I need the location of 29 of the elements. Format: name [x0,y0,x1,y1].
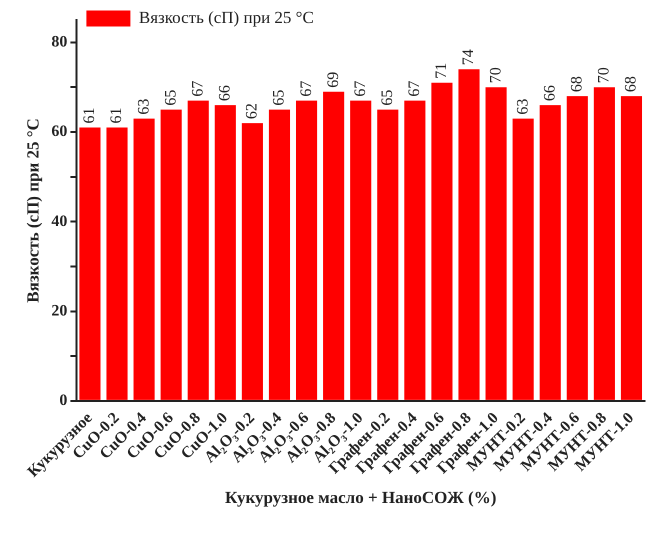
data-label: 65 [378,90,396,106]
y-tick-label: 40 [51,212,68,230]
legend-label: Вязкость (сП) при 25 °C [138,8,314,27]
data-label: 67 [298,80,315,97]
data-label: 70 [487,67,504,84]
data-label: 68 [568,76,586,92]
data-label: 68 [622,76,640,92]
y-tick-label: 80 [51,34,68,51]
data-label: 67 [189,80,206,97]
data-label: 63 [135,98,152,115]
data-label: 70 [596,67,613,84]
data-label: 74 [460,49,478,66]
data-label: 71 [433,62,450,79]
data-label: 62 [244,103,261,120]
y-tick-label: 60 [51,123,68,140]
y-tick-label: 20 [51,302,68,320]
y-axis-title: Вязкость (сП) при 25 °C [24,118,43,303]
y-tick-label: 0 [59,392,68,410]
data-label: 61 [108,108,126,124]
data-label: 67 [352,80,369,97]
data-label: 63 [514,98,532,115]
data-label: 65 [270,90,288,106]
data-label: 69 [324,72,342,88]
x-axis-title: Кукурузное масло + НаноСОЖ (%) [225,488,496,508]
data-label: 66 [216,85,234,102]
data-label: 66 [541,85,558,102]
data-label: 67 [406,80,424,97]
data-label: 65 [162,90,180,106]
data-label: 61 [81,108,98,124]
